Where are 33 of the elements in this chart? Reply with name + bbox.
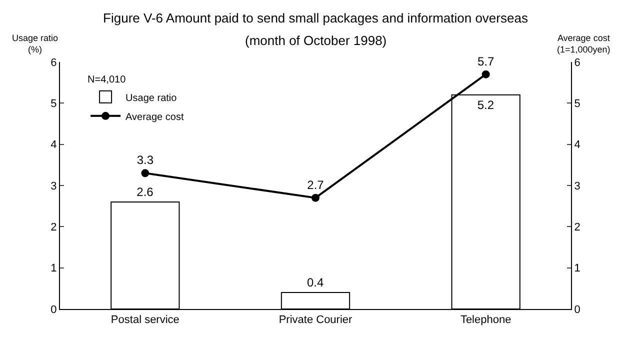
y2-tick-label: 6 — [574, 56, 580, 69]
chart-title: Figure V-6 Amount paid to send small packages and information overseas — [103, 10, 528, 26]
data-label: 2.7 — [307, 178, 324, 192]
data-label: 0.4 — [306, 276, 324, 290]
y-tick-label: 3 — [50, 180, 57, 192]
y2-tick-label: 1 — [574, 262, 580, 275]
y2-tick-label: 4 — [574, 139, 580, 152]
chart-subtitle: (month of October 1998) — [245, 33, 387, 48]
data-label: 5.7 — [477, 54, 494, 68]
y-tick-label: 1 — [50, 262, 57, 275]
legend-label: Average cost — [126, 112, 184, 123]
x-tick-label: Postal service — [110, 314, 180, 326]
y2-tick-label: 5 — [574, 98, 580, 110]
y2-tick-label: 2 — [574, 222, 580, 234]
y-tick-label: 4 — [50, 139, 57, 152]
y-axis-title: Usage ratio (%) — [12, 33, 58, 55]
data-label: 3.3 — [136, 153, 154, 168]
point — [482, 70, 490, 78]
legend-label: Usage ratio — [126, 92, 178, 104]
legend-title: N=4,010 — [88, 74, 126, 86]
y-tick-label: 6 — [50, 56, 57, 69]
x-tick-label: Private Courier — [278, 314, 353, 326]
data-label: 5.2 — [477, 98, 494, 112]
y-tick-label: 2 — [50, 222, 57, 234]
y-tick-label: 5 — [50, 98, 57, 110]
x-tick-label: Telephone — [460, 314, 512, 326]
y-tick-label: 0 — [50, 304, 57, 316]
data-label: 2.6 — [136, 184, 154, 199]
y2-tick-label: 0 — [574, 304, 580, 316]
y2-tick-label: 3 — [574, 180, 580, 192]
y2-axis-title: Average cost (1=1,000yen) — [557, 33, 610, 55]
point — [141, 169, 150, 178]
point — [312, 194, 320, 202]
